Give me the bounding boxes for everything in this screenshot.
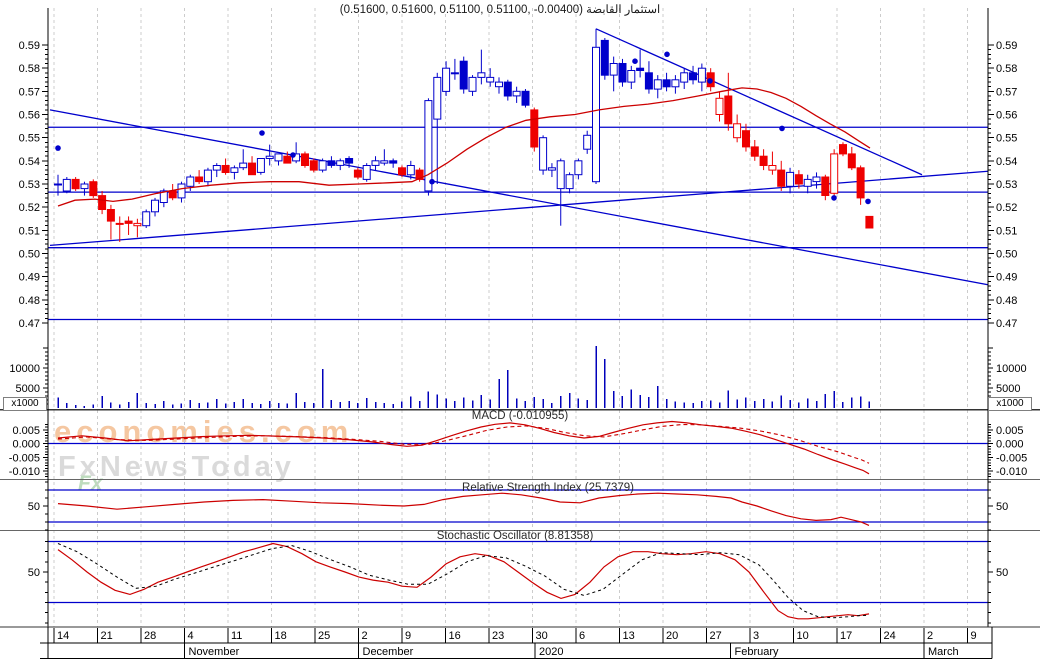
pane-separators [0, 408, 1040, 531]
svg-text:0.54: 0.54 [996, 156, 1017, 168]
svg-text:0.49: 0.49 [996, 272, 1017, 284]
svg-text:0.56: 0.56 [996, 110, 1017, 122]
chart-title: (0.51600, 0.51600, 0.51100, 0.51100, -0.… [339, 4, 661, 16]
volume-bars [57, 346, 871, 408]
svg-text:0.55: 0.55 [19, 133, 40, 145]
svg-text:0.59: 0.59 [19, 40, 40, 52]
svg-text:50: 50 [28, 567, 40, 579]
rsi-label: Relative Strength Index (25.7379) [462, 482, 634, 494]
svg-text:13: 13 [623, 630, 635, 642]
svg-text:0.48: 0.48 [19, 295, 40, 307]
volume-multiplier-left: x1000 [3, 397, 47, 411]
svg-text:4: 4 [188, 630, 194, 642]
svg-text:-0.010: -0.010 [996, 466, 1027, 478]
svg-text:0.58: 0.58 [19, 63, 40, 75]
svg-text:0.56: 0.56 [19, 110, 40, 122]
svg-text:27: 27 [710, 630, 722, 642]
svg-text:5000: 5000 [16, 383, 40, 395]
svg-text:0.000: 0.000 [12, 439, 40, 451]
week-gridlines [53, 8, 968, 627]
svg-text:28: 28 [144, 630, 156, 642]
svg-text:0.52: 0.52 [996, 202, 1017, 214]
watermark-fxnewstoday: FxNewsToday [58, 451, 295, 483]
svg-text:0.51: 0.51 [996, 225, 1017, 237]
svg-text:0.000: 0.000 [996, 439, 1024, 451]
stochastic-pane [48, 540, 988, 620]
svg-text:0.005: 0.005 [996, 425, 1024, 437]
svg-text:20: 20 [666, 630, 678, 642]
svg-text:50: 50 [28, 501, 40, 513]
trendlines [49, 28, 989, 286]
svg-text:0.55: 0.55 [996, 133, 1017, 145]
svg-text:14: 14 [57, 630, 69, 642]
svg-text:23: 23 [492, 630, 504, 642]
svg-text:November: November [189, 646, 240, 658]
svg-text:9: 9 [971, 630, 977, 642]
date-axis: 14 21 28 4 11 18 25 2 9 16 23 30 6 13 20 27 3 10 17 24 2 9 Nov… [0, 626, 1040, 659]
svg-text:-0.005: -0.005 [9, 452, 40, 464]
svg-text:10000: 10000 [996, 363, 1027, 375]
svg-text:-0.005: -0.005 [996, 452, 1027, 464]
svg-text:10: 10 [797, 630, 809, 642]
svg-text:0.57: 0.57 [19, 86, 40, 98]
svg-text:March: March [928, 646, 959, 658]
macd-pane [48, 420, 988, 475]
svg-text:February: February [735, 646, 780, 658]
svg-text:0.58: 0.58 [996, 63, 1017, 75]
svg-text:17: 17 [840, 630, 852, 642]
svg-text:-0.010: -0.010 [9, 466, 40, 478]
svg-text:0.51: 0.51 [19, 225, 40, 237]
svg-text:18: 18 [275, 630, 287, 642]
svg-text:6: 6 [579, 630, 585, 642]
svg-text:0.50: 0.50 [996, 249, 1017, 261]
price-axes: 0.59 0.59 0.58 0.58 0.57 0.57 0.56 0.56 0.55 0.55… [9, 8, 1027, 627]
svg-text:50: 50 [996, 501, 1008, 513]
svg-text:24: 24 [884, 630, 896, 642]
volume-multiplier-right: x1000 [988, 397, 1032, 411]
svg-text:16: 16 [449, 630, 461, 642]
watermark-fx-logo: Fx [78, 472, 103, 495]
svg-text:0.47: 0.47 [996, 318, 1017, 330]
svg-text:0.48: 0.48 [996, 295, 1017, 307]
svg-text:25: 25 [318, 630, 330, 642]
svg-text:0.54: 0.54 [19, 156, 40, 168]
svg-text:9: 9 [405, 630, 411, 642]
svg-text:0.57: 0.57 [996, 86, 1017, 98]
svg-text:0.53: 0.53 [19, 179, 40, 191]
rsi-pane [48, 489, 988, 526]
svg-text:December: December [363, 646, 414, 658]
svg-text:3: 3 [753, 630, 759, 642]
svg-text:0.47: 0.47 [19, 318, 40, 330]
candlesticks [54, 28, 874, 242]
svg-text:11: 11 [231, 630, 242, 642]
svg-text:0.52: 0.52 [19, 202, 40, 214]
svg-text:21: 21 [101, 630, 113, 642]
svg-text:30: 30 [536, 630, 548, 642]
signal-dots [55, 51, 871, 205]
svg-text:0.53: 0.53 [996, 179, 1017, 191]
svg-text:5000: 5000 [996, 383, 1020, 395]
moving-average-line [57, 87, 871, 207]
svg-text:0.59: 0.59 [996, 40, 1017, 52]
stochastic-label: Stochastic Oscillator (8.81358) [436, 530, 594, 542]
svg-text:50: 50 [996, 567, 1008, 579]
svg-text:0.50: 0.50 [19, 249, 40, 261]
svg-text:0.49: 0.49 [19, 272, 40, 284]
svg-text:10000: 10000 [9, 363, 40, 375]
svg-text:2020: 2020 [539, 646, 563, 658]
svg-text:2: 2 [927, 630, 933, 642]
svg-text:0.005: 0.005 [12, 425, 40, 437]
macd-label: MACD (-0.010955) [471, 410, 569, 422]
support-resistance-lines [48, 126, 988, 321]
svg-text:2: 2 [362, 630, 368, 642]
